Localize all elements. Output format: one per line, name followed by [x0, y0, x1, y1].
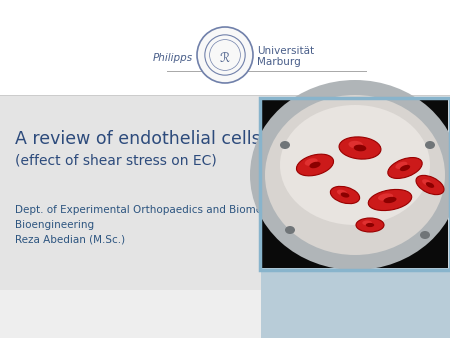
Ellipse shape: [297, 154, 333, 176]
Ellipse shape: [420, 231, 430, 239]
Ellipse shape: [356, 218, 384, 232]
Ellipse shape: [348, 141, 363, 149]
Ellipse shape: [368, 189, 412, 211]
Text: Reza Abedian (M.Sc.): Reza Abedian (M.Sc.): [15, 235, 125, 245]
Bar: [0, 96, 450, 290]
Ellipse shape: [250, 80, 450, 270]
Ellipse shape: [330, 186, 360, 204]
Ellipse shape: [396, 162, 407, 169]
Ellipse shape: [280, 141, 290, 149]
Ellipse shape: [280, 105, 430, 225]
Ellipse shape: [341, 192, 349, 198]
Bar: [0, 290, 450, 338]
Text: ℛ: ℛ: [220, 51, 230, 65]
Circle shape: [197, 27, 253, 83]
Text: A review of endothelial cells mechanics: A review of endothelial cells mechanics: [15, 130, 360, 148]
Ellipse shape: [305, 158, 318, 166]
Ellipse shape: [400, 165, 410, 171]
Ellipse shape: [337, 190, 347, 196]
Bar: [0, 0, 450, 95]
Ellipse shape: [422, 179, 432, 186]
Ellipse shape: [426, 182, 434, 188]
Bar: [261, 268, 450, 338]
Ellipse shape: [310, 162, 320, 168]
Ellipse shape: [265, 95, 445, 255]
Text: Marburg: Marburg: [257, 57, 301, 67]
Ellipse shape: [366, 223, 374, 227]
Bar: [260, 98, 450, 270]
Text: Dept. of Experimental Orthopaedics and Biomechanics: Dept. of Experimental Orthopaedics and B…: [15, 205, 302, 215]
Ellipse shape: [383, 197, 396, 203]
Bar: [0, 95, 450, 96]
Text: Philipps: Philipps: [153, 53, 193, 63]
Text: Bioengineering: Bioengineering: [15, 220, 94, 230]
Ellipse shape: [362, 220, 372, 225]
Ellipse shape: [388, 158, 422, 178]
Ellipse shape: [354, 145, 366, 151]
Ellipse shape: [285, 226, 295, 234]
Bar: [262, 100, 448, 268]
Text: Universität: Universität: [257, 46, 314, 56]
Text: (effect of shear stress on EC): (effect of shear stress on EC): [15, 153, 217, 167]
Ellipse shape: [339, 137, 381, 159]
Ellipse shape: [378, 193, 393, 201]
Ellipse shape: [425, 141, 435, 149]
Bar: [167, 71, 367, 72]
Ellipse shape: [416, 175, 444, 195]
